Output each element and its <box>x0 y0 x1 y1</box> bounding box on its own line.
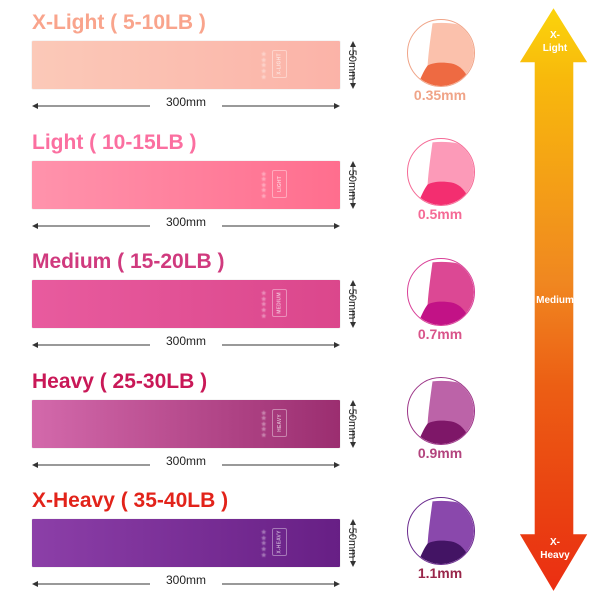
svg-text:50mm: 50mm <box>346 50 358 81</box>
svg-text:50mm: 50mm <box>346 289 358 320</box>
svg-text:50mm: 50mm <box>346 528 358 559</box>
svg-text:50mm: 50mm <box>346 169 358 200</box>
svg-text:50mm: 50mm <box>346 408 358 439</box>
